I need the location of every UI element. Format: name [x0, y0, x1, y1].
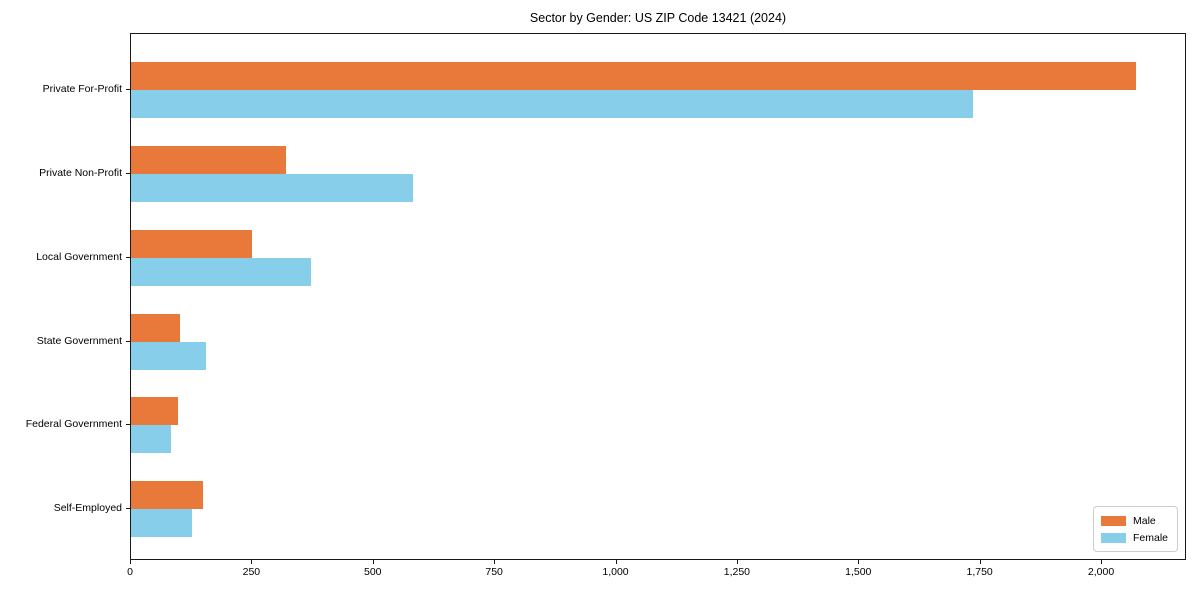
legend: Male Female — [1092, 506, 1178, 552]
y-tick-label: Private For-Profit — [42, 83, 122, 96]
bar-male — [131, 62, 1137, 91]
bar-male — [131, 313, 180, 342]
y-tick-label: Private Non-Profit — [39, 167, 122, 180]
legend-swatch-male-icon — [1100, 515, 1126, 526]
x-tick-label: 250 — [242, 566, 261, 578]
x-tick-mark-icon — [979, 560, 981, 564]
bar-male — [131, 397, 179, 426]
x-tick-mark-icon — [736, 560, 738, 564]
legend-label-female: Female — [1132, 531, 1168, 544]
chart-title: Sector by Gender: US ZIP Code 13421 (202… — [529, 11, 787, 25]
y-tick-label: Local Government — [36, 250, 122, 263]
x-tick-mark-icon — [251, 560, 253, 564]
y-tick-label: Self-Employed — [53, 502, 122, 514]
x-tick-mark-icon — [858, 560, 860, 564]
bar-female — [131, 257, 311, 286]
y-tick-label: State Government — [36, 334, 122, 347]
y-tick-mark-icon — [126, 256, 130, 258]
x-tick-label: 1,750 — [966, 566, 993, 578]
legend-swatch-female-icon — [1100, 532, 1126, 543]
bar-female — [131, 174, 413, 203]
y-tick-mark-icon — [126, 89, 130, 91]
x-tick-label: 1,250 — [723, 566, 751, 578]
x-tick-mark-icon — [130, 560, 131, 564]
bar-male — [131, 229, 253, 258]
legend-label-male: Male — [1132, 514, 1156, 527]
y-tick-label: Federal Government — [25, 418, 122, 431]
x-tick-label: 2,000 — [1087, 566, 1115, 578]
x-tick-mark-icon — [615, 560, 617, 564]
x-tick-label: 0 — [127, 566, 133, 578]
bar-male — [131, 481, 203, 509]
bar-female — [131, 509, 192, 537]
bar-female — [131, 341, 207, 370]
y-tick-mark-icon — [126, 173, 130, 175]
x-tick-label: 750 — [485, 566, 503, 578]
x-tick-label: 1,000 — [602, 566, 629, 578]
legend-item-female: Female — [1100, 529, 1168, 546]
x-tick-label: 1,500 — [845, 566, 872, 578]
y-tick-mark-icon — [126, 340, 130, 342]
y-tick-mark-icon — [126, 424, 130, 426]
bar-male — [131, 146, 287, 175]
x-tick-mark-icon — [372, 560, 374, 564]
legend-item-male: Male — [1100, 512, 1168, 529]
x-tick-label: 500 — [363, 566, 382, 578]
x-tick-mark-icon — [1101, 560, 1103, 564]
plot-area: Male Female — [130, 33, 1186, 560]
bar-female — [131, 90, 974, 119]
x-tick-mark-icon — [494, 560, 496, 564]
bar-female — [131, 425, 171, 454]
y-tick-mark-icon — [126, 508, 130, 509]
